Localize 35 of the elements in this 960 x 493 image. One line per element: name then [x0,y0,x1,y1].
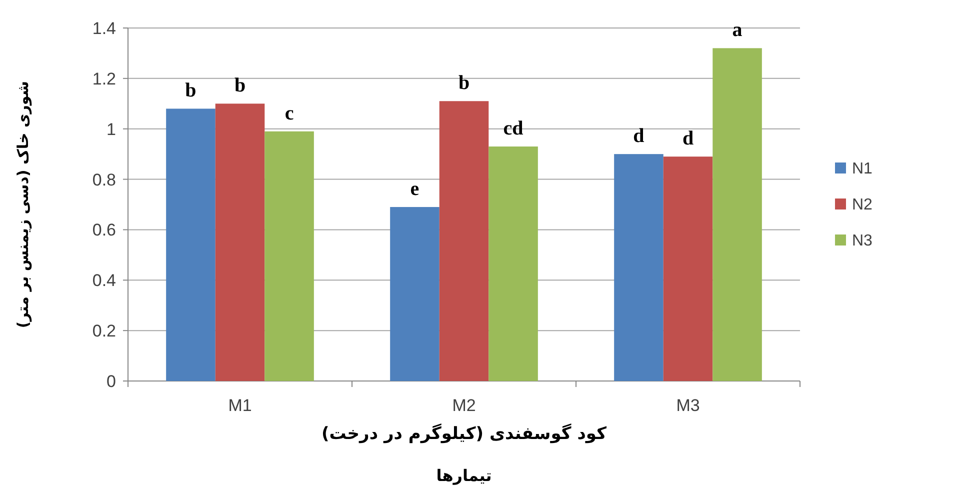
bar [166,108,216,381]
bar [614,154,664,381]
bar [439,101,489,381]
bar [390,207,440,381]
data-label: e [410,178,420,200]
y-tick-label: 0.8 [92,170,116,190]
data-label: cd [503,118,524,140]
bar [663,156,713,381]
data-label: b [234,74,246,97]
data-label: d [682,128,694,150]
legend-label: N1 [852,160,873,178]
legend-label: N3 [852,232,873,250]
y-tick-label: 0.6 [92,220,116,240]
data-label: b [185,80,196,102]
text: تیمارها [436,466,492,485]
x-axis-title: کود گوسفندی (کیلوگرم در درخت) [322,423,607,444]
y-tick-label: 1 [106,120,116,139]
bar [264,131,314,381]
bar [215,104,265,381]
bar [712,48,762,381]
y-tick-label: 0 [106,372,116,391]
y-tick-label: 0.2 [92,322,116,341]
data-label: a [732,19,742,42]
x-tick-label: M2 [452,396,476,415]
y-tick-label: 0.4 [92,271,116,290]
data-label: d [633,125,644,148]
data-label: c [284,102,294,124]
x-tick-label: M1 [228,396,252,415]
bar [488,146,538,381]
y-axis-title: شوری خاک (دسی زیمنس بر متر) [14,80,32,328]
data-label: b [458,72,470,94]
y-tick-label: 1.2 [92,69,116,88]
legend-label: N2 [852,196,873,214]
y-tick-label: 1.4 [92,19,116,38]
x-tick-label: M3 [676,396,700,415]
